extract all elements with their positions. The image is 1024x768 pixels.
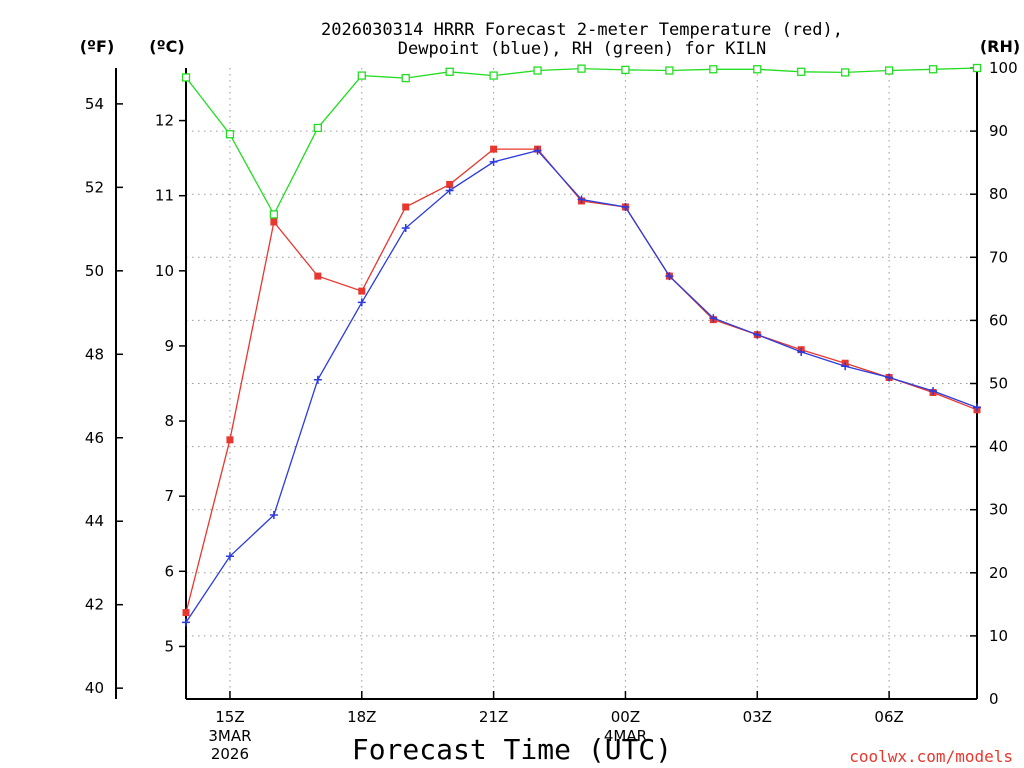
x-tick-date-label: 4MAR [604, 727, 647, 745]
rh-data-point [181, 73, 191, 82]
rh-data-point [884, 66, 894, 75]
temperature-data-point [490, 145, 498, 153]
dewpoint-data-point [885, 373, 894, 382]
x-tick-label: 15Z [215, 708, 244, 726]
x-tick-label: 18Z [347, 708, 376, 726]
dewpoint-data-point [973, 403, 981, 412]
fahrenheit-tick-label: 42 [85, 596, 104, 614]
rh-data-point [357, 71, 366, 80]
temperature-data-point [226, 436, 234, 444]
temperature-data-point [446, 180, 454, 188]
rh-data-point [928, 65, 938, 74]
dewpoint-data-point [753, 330, 762, 339]
grid-lines [186, 68, 977, 699]
rh-data-point [401, 73, 410, 83]
rh-unit-label: (RH) [980, 37, 1020, 56]
celsius-tick-label: 10 [155, 262, 174, 280]
fahrenheit-tick-label: 44 [85, 512, 104, 530]
fahrenheit-tick-label: 40 [85, 679, 104, 697]
temperature-series-line [185, 148, 978, 613]
dewpoint-data-point [533, 146, 542, 155]
rh-data-point [269, 210, 279, 219]
dewpoint-data-point [709, 314, 718, 323]
temperature-data-point [314, 272, 322, 280]
dewpoint-data-point [929, 387, 938, 396]
temperature-data-point [402, 203, 410, 211]
rh-series-line [185, 67, 978, 216]
dewpoint-data-point [797, 347, 806, 356]
rh-data-point [533, 66, 542, 75]
source-credit: coolwx.com/models [849, 747, 1013, 766]
celsius-tick-label: 6 [164, 562, 174, 580]
x-axis-title: Forecast Time (UTC) [352, 733, 672, 766]
chart-title-line2: Dewpoint (blue), RH (green) for KILN [398, 39, 766, 59]
dewpoint-data-point [621, 202, 630, 211]
rh-data-point [577, 64, 586, 73]
temperature-data-point [358, 287, 366, 295]
celsius-tick-label: 7 [164, 487, 174, 505]
series-layer [181, 63, 982, 627]
celsius-tick-label: 12 [155, 112, 174, 130]
x-tick-label: 06Z [874, 708, 903, 726]
rh-data-point [621, 65, 630, 75]
rh-data-point [225, 130, 235, 139]
rh-tick-label: 70 [989, 248, 1008, 266]
fahrenheit-unit-label: (ºF) [80, 37, 115, 56]
rh-data-point [445, 67, 454, 76]
rh-data-point [753, 65, 762, 74]
rh-tick-label: 40 [989, 438, 1008, 456]
fahrenheit-tick-label: 46 [85, 429, 104, 447]
celsius-unit-label: (ºC) [149, 37, 184, 56]
rh-tick-label: 60 [989, 311, 1008, 329]
dewpoint-data-point [357, 298, 366, 307]
fahrenheit-tick-label: 54 [85, 95, 104, 113]
rh-tick-label: 10 [989, 627, 1008, 645]
celsius-tick-label: 8 [164, 412, 174, 430]
dewpoint-data-point [841, 362, 850, 371]
rh-tick-label: 0 [989, 690, 999, 708]
chart-title-line1: 2026030314 HRRR Forecast 2-meter Tempera… [321, 20, 843, 40]
dewpoint-data-point [489, 157, 498, 166]
x-tick-label: 00Z [611, 708, 640, 726]
dewpoint-data-point [665, 272, 674, 281]
rh-data-point [709, 65, 718, 74]
dewpoint-data-point [313, 375, 322, 384]
x-tick-date-label: 2026 [211, 745, 249, 763]
rh-tick-label: 50 [989, 375, 1008, 393]
rh-tick-label: 90 [989, 122, 1008, 140]
celsius-tick-label: 11 [155, 187, 174, 205]
dewpoint-data-point [182, 618, 190, 627]
fahrenheit-tick-label: 52 [85, 178, 104, 196]
celsius-tick-label: 5 [164, 637, 174, 655]
rh-data-point [313, 123, 322, 133]
rh-data-point [841, 68, 850, 77]
x-tick-label: 21Z [479, 708, 508, 726]
fahrenheit-tick-label: 50 [85, 262, 104, 280]
axes: 5 6 7 8 9 10 11 12 40 42 44 46 48 50 52 54 0 10 20 30 40 50 60… [85, 59, 1018, 763]
dewpoint-data-point [577, 195, 586, 204]
rh-tick-label: 20 [989, 564, 1008, 582]
rh-data-point [665, 66, 674, 75]
temperature-data-point [182, 609, 190, 617]
rh-data-point [489, 71, 498, 80]
rh-tick-label: 80 [989, 185, 1008, 203]
dewpoint-series-line [185, 149, 978, 623]
temperature-data-point [270, 218, 278, 226]
dewpoint-data-point [269, 510, 278, 519]
rh-data-point [797, 67, 806, 76]
rh-tick-label: 30 [989, 501, 1008, 519]
dewpoint-data-point [445, 186, 454, 195]
dewpoint-data-point [225, 552, 234, 561]
fahrenheit-tick-label: 48 [85, 345, 104, 363]
dewpoint-data-point [401, 224, 410, 233]
celsius-tick-label: 9 [164, 337, 174, 355]
rh-tick-label: 100 [989, 59, 1018, 77]
x-tick-date-label: 3MAR [208, 727, 251, 745]
x-tick-label: 03Z [743, 708, 772, 726]
rh-data-point [972, 63, 982, 73]
